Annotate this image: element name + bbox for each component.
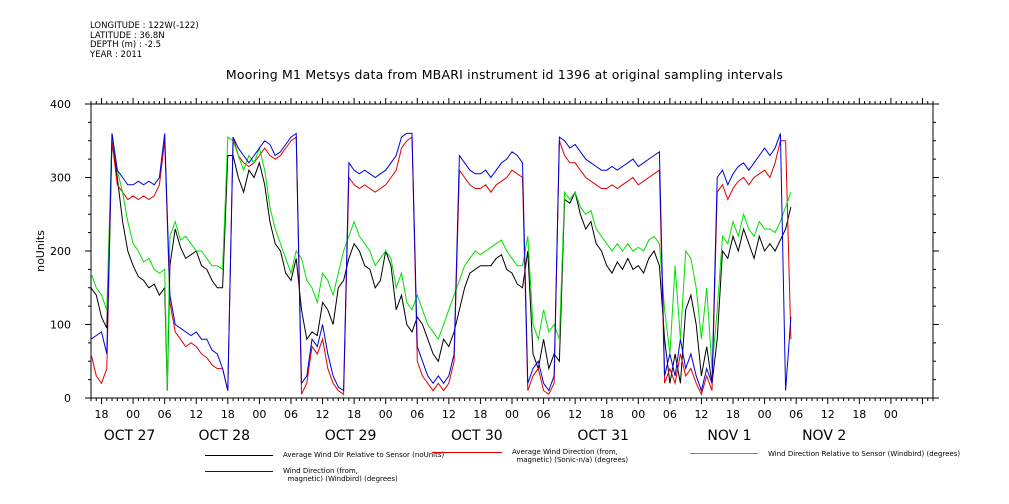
x-tick-label: 12	[821, 408, 835, 421]
series-line-0	[90, 140, 792, 391]
x-tick-label: 06	[158, 408, 172, 421]
y-tick-label: 400	[50, 98, 71, 111]
year-text: YEAR : 2011	[90, 49, 143, 60]
x-date-label: OCT 31	[577, 428, 629, 444]
chart-title: Mooring M1 Metsys data from MBARI instru…	[225, 67, 784, 82]
depth-text: DEPTH (m) : -2.5	[90, 40, 162, 50]
x-tick-label: 06	[663, 408, 677, 421]
x-tick-label: 18	[95, 408, 109, 421]
x-date-label: OCT 30	[451, 428, 503, 444]
x-tick-label: 12	[442, 408, 456, 421]
y-tick-label: 0	[64, 392, 71, 405]
x-tick-label: 00	[126, 408, 140, 421]
x-tick-label: 00	[505, 408, 519, 421]
x-tick-label: 06	[537, 408, 551, 421]
x-tick-label: 06	[410, 408, 424, 421]
series-line-1	[90, 136, 792, 396]
x-tick-label: 18	[600, 408, 614, 421]
x-date-label: NOV 1	[707, 428, 751, 444]
x-tick-label: 00	[631, 408, 645, 421]
x-tick-label: 00	[379, 408, 393, 421]
x-tick-label: 18	[347, 408, 361, 421]
x-tick-label: 12	[316, 408, 330, 421]
series-line-3	[90, 132, 792, 393]
x-tick-label: 00	[884, 408, 898, 421]
x-date-label: OCT 28	[198, 428, 250, 444]
y-tick-label: 200	[50, 245, 71, 258]
latitude-text: LATITUDE : 36.8N	[90, 30, 165, 41]
x-tick-label: 12	[568, 408, 582, 421]
longitude-text: LONGITUDE : 122W(-122)	[90, 21, 199, 31]
x-date-label: OCT 27	[104, 428, 156, 444]
y-tick-label: 300	[50, 172, 71, 185]
x-tick-label: 00	[758, 408, 772, 421]
x-tick-label: 12	[694, 408, 708, 421]
x-date-label: NOV 2	[802, 428, 846, 444]
x-tick-label: 06	[789, 408, 803, 421]
y-tick-label: 100	[50, 319, 71, 332]
x-date-label: OCT 29	[325, 428, 377, 444]
x-tick-label: 12	[189, 408, 203, 421]
x-tick-label: 06	[284, 408, 298, 421]
series-line-2	[90, 133, 792, 391]
metadata-block: LONGITUDE : 122W(-122) LATITUDE : 36.8N …	[90, 21, 199, 60]
x-tick-label: 18	[726, 408, 740, 421]
y-axis-label: noUnits	[34, 230, 47, 272]
x-tick-label: 18	[852, 408, 866, 421]
x-tick-label: 18	[221, 408, 235, 421]
x-tick-label: 00	[252, 408, 266, 421]
x-tick-label: 18	[473, 408, 487, 421]
